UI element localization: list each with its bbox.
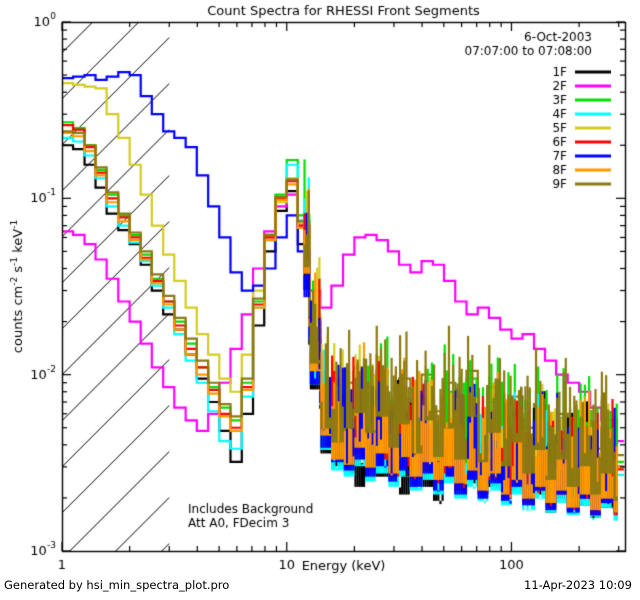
footer-generator-text: Generated by hsi_min_spectra_plot.pro — [4, 578, 230, 592]
footer-timestamp: 11-Apr-2023 10:09 — [524, 578, 632, 592]
